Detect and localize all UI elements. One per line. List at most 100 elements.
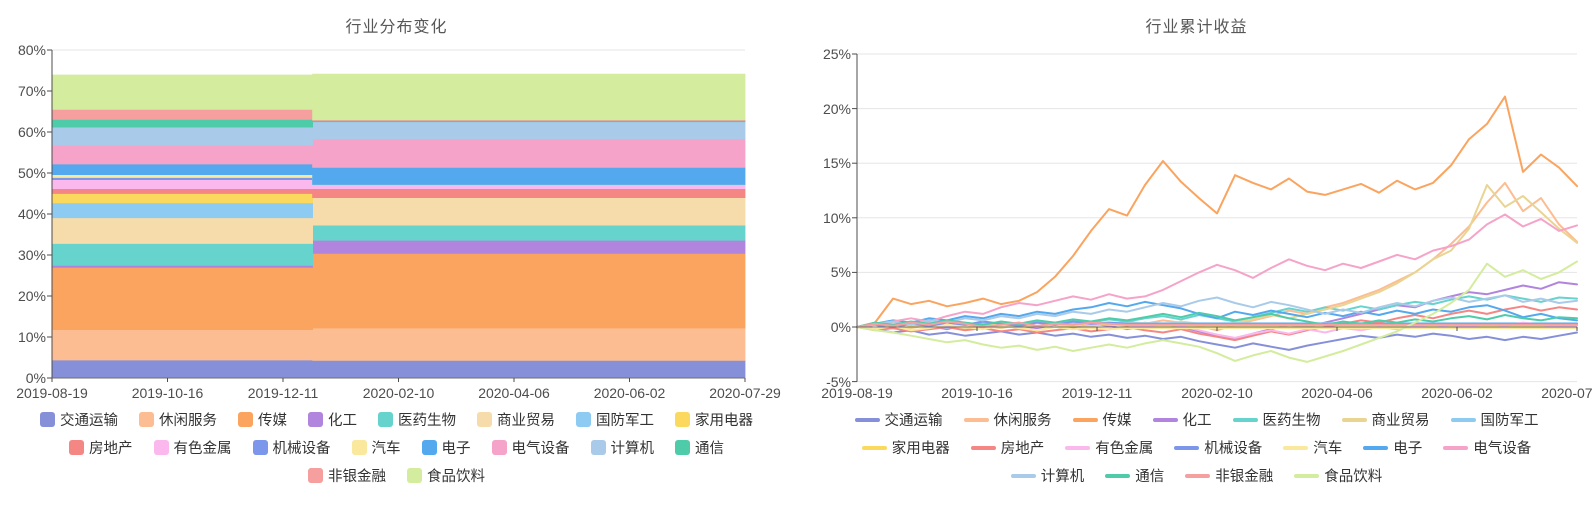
legend-swatch-computers: [1010, 473, 1036, 478]
legend-label: 商业贸易: [497, 413, 555, 429]
legend-item-media[interactable]: 传媒: [1072, 409, 1132, 430]
legend-label: 医药生物: [1262, 413, 1321, 429]
legend-item-computers[interactable]: 计算机: [590, 437, 655, 458]
legend-item-pharma-bio[interactable]: 医药生物: [1232, 409, 1321, 430]
legend-swatch-real-estate: [69, 440, 84, 455]
band-leisure-services[interactable]: [51, 327, 746, 361]
legend-label: 机械设备: [272, 441, 331, 457]
legend-row: 房地产 有色金属 机械设备 汽车 电子 电气设备 计算机 通信: [0, 437, 793, 458]
series-electronics[interactable]: [856, 300, 1578, 328]
x-tick-label: 2020-02-10: [1181, 385, 1253, 401]
legend-label: 家用电器: [695, 413, 753, 429]
legend-swatch-food-beverage: [407, 468, 422, 483]
series-electrical-equipment[interactable]: [856, 213, 1578, 328]
legend-swatch-electrical-equipment: [1443, 445, 1469, 450]
legend-item-transport[interactable]: 交通运输: [854, 409, 943, 430]
legend-label: 电气设备: [511, 441, 570, 457]
legend-label: 通信: [1135, 469, 1165, 485]
legend-item-computers[interactable]: 计算机: [1010, 465, 1084, 486]
legend-item-machinery[interactable]: 机械设备: [1174, 437, 1262, 458]
legend-item-real-estate[interactable]: 房地产: [69, 437, 133, 458]
y-tick-label: 10%: [17, 329, 46, 345]
legend-swatch-home-appliances: [675, 412, 690, 427]
legend-label: 休闲服务: [993, 413, 1052, 429]
legend-item-chemicals[interactable]: 化工: [1152, 409, 1212, 430]
y-tick-label: 20%: [822, 100, 851, 117]
x-tick-label: 2019-12-11: [1061, 385, 1133, 401]
band-food-beverage[interactable]: [51, 73, 746, 121]
legend-item-commerce-trade[interactable]: 商业贸易: [1341, 409, 1430, 430]
legend-item-defense-military[interactable]: 国防军工: [576, 409, 654, 430]
y-tick-label: 15%: [822, 155, 851, 172]
legend-item-nonferrous-metals[interactable]: 有色金属: [153, 437, 232, 458]
legend-item-machinery[interactable]: 机械设备: [252, 437, 331, 458]
legend-swatch-real-estate: [970, 445, 996, 450]
series-lines: [856, 95, 1578, 363]
legend-item-commerce-trade[interactable]: 商业贸易: [477, 409, 555, 430]
legend-row: 家用电器 房地产 有色金属 机械设备 汽车 电子 电气设备: [800, 437, 1593, 458]
legend-item-non-bank-finance[interactable]: 非银金融: [308, 465, 386, 486]
legend-item-transport[interactable]: 交通运输: [40, 409, 118, 430]
legend-label: 食品饮料: [1324, 469, 1383, 485]
legend-item-leisure-services[interactable]: 休闲服务: [963, 409, 1052, 430]
legend-item-pharma-bio[interactable]: 医药生物: [378, 409, 456, 430]
series-telecom[interactable]: [856, 311, 1578, 328]
axes: [852, 53, 1578, 383]
series-food-beverage[interactable]: [856, 260, 1578, 363]
legend-item-automobiles[interactable]: 汽车: [1283, 437, 1342, 458]
legend-label: 电子: [441, 441, 471, 457]
legend-item-real-estate[interactable]: 房地产: [970, 437, 1045, 458]
legend-swatch-defense-military: [1450, 417, 1476, 422]
legend-item-electrical-equipment[interactable]: 电气设备: [1443, 437, 1531, 458]
y-tick-label: 40%: [17, 206, 46, 222]
series-non-bank-finance[interactable]: [856, 320, 1578, 328]
legend-label: 非银金融: [1215, 469, 1274, 485]
legend-item-nonferrous-metals[interactable]: 有色金属: [1065, 437, 1153, 458]
legend-item-chemicals[interactable]: 化工: [308, 409, 357, 430]
legend-item-leisure-services[interactable]: 休闲服务: [139, 409, 217, 430]
x-tick-label: 2019-08-19: [821, 385, 893, 401]
legend-swatch-telecom: [675, 440, 690, 455]
x-tick-label: 2020-04-06: [478, 385, 550, 401]
legend-swatch-home-appliances: [861, 445, 887, 450]
legend-item-telecom[interactable]: 通信: [675, 437, 724, 458]
x-tick-label: 2020-06-02: [593, 385, 666, 401]
y-tick-label: 30%: [17, 247, 46, 263]
legend-swatch-leisure-services: [963, 417, 989, 422]
legend-swatch-automobiles: [1283, 445, 1309, 450]
legend-item-media[interactable]: 传媒: [238, 409, 287, 430]
legend-item-telecom[interactable]: 通信: [1105, 465, 1164, 486]
industry-returns-chart: 行业累计收益 25% 20% 15% 10% 5% 0% -5% 2019-08-19 201…: [800, 0, 1593, 513]
legend-item-food-beverage[interactable]: 食品饮料: [407, 465, 485, 486]
legend-item-electronics[interactable]: 电子: [421, 437, 471, 458]
legend-swatch-food-beverage: [1294, 473, 1320, 478]
series-transport[interactable]: [856, 326, 1578, 351]
band-transport[interactable]: [51, 359, 746, 379]
legend-item-home-appliances[interactable]: 家用电器: [675, 409, 753, 430]
x-tick-label: 2020-04-06: [1301, 385, 1373, 401]
legend-swatch-non-bank-finance: [308, 468, 323, 483]
legend-item-electronics[interactable]: 电子: [1363, 437, 1422, 458]
legend-item-electrical-equipment[interactable]: 电气设备: [491, 437, 570, 458]
legend-item-non-bank-finance[interactable]: 非银金融: [1185, 465, 1273, 486]
legend-item-defense-military[interactable]: 国防军工: [1450, 409, 1539, 430]
legend-label: 计算机: [610, 441, 655, 457]
legend-label: 汽车: [371, 441, 401, 457]
returns-plot-area[interactable]: [800, 0, 1593, 404]
legend-label: 商业贸易: [1371, 413, 1430, 429]
legend-swatch-defense-military: [576, 412, 591, 427]
legend-label: 食品饮料: [427, 469, 485, 485]
legend-item-automobiles[interactable]: 汽车: [351, 437, 401, 458]
axes: [47, 49, 746, 382]
legend-label: 房地产: [89, 441, 133, 457]
distribution-plot-area[interactable]: [0, 0, 793, 404]
gridlines: [857, 53, 1577, 383]
legend-item-food-beverage[interactable]: 食品饮料: [1294, 465, 1382, 486]
legend-swatch-transport: [40, 412, 55, 427]
legend-label: 房地产: [1000, 441, 1045, 457]
legend-item-home-appliances[interactable]: 家用电器: [861, 437, 950, 458]
series-media[interactable]: [856, 95, 1578, 328]
legend-swatch-electronics: [421, 440, 437, 455]
y-tick-label: 80%: [17, 42, 46, 58]
